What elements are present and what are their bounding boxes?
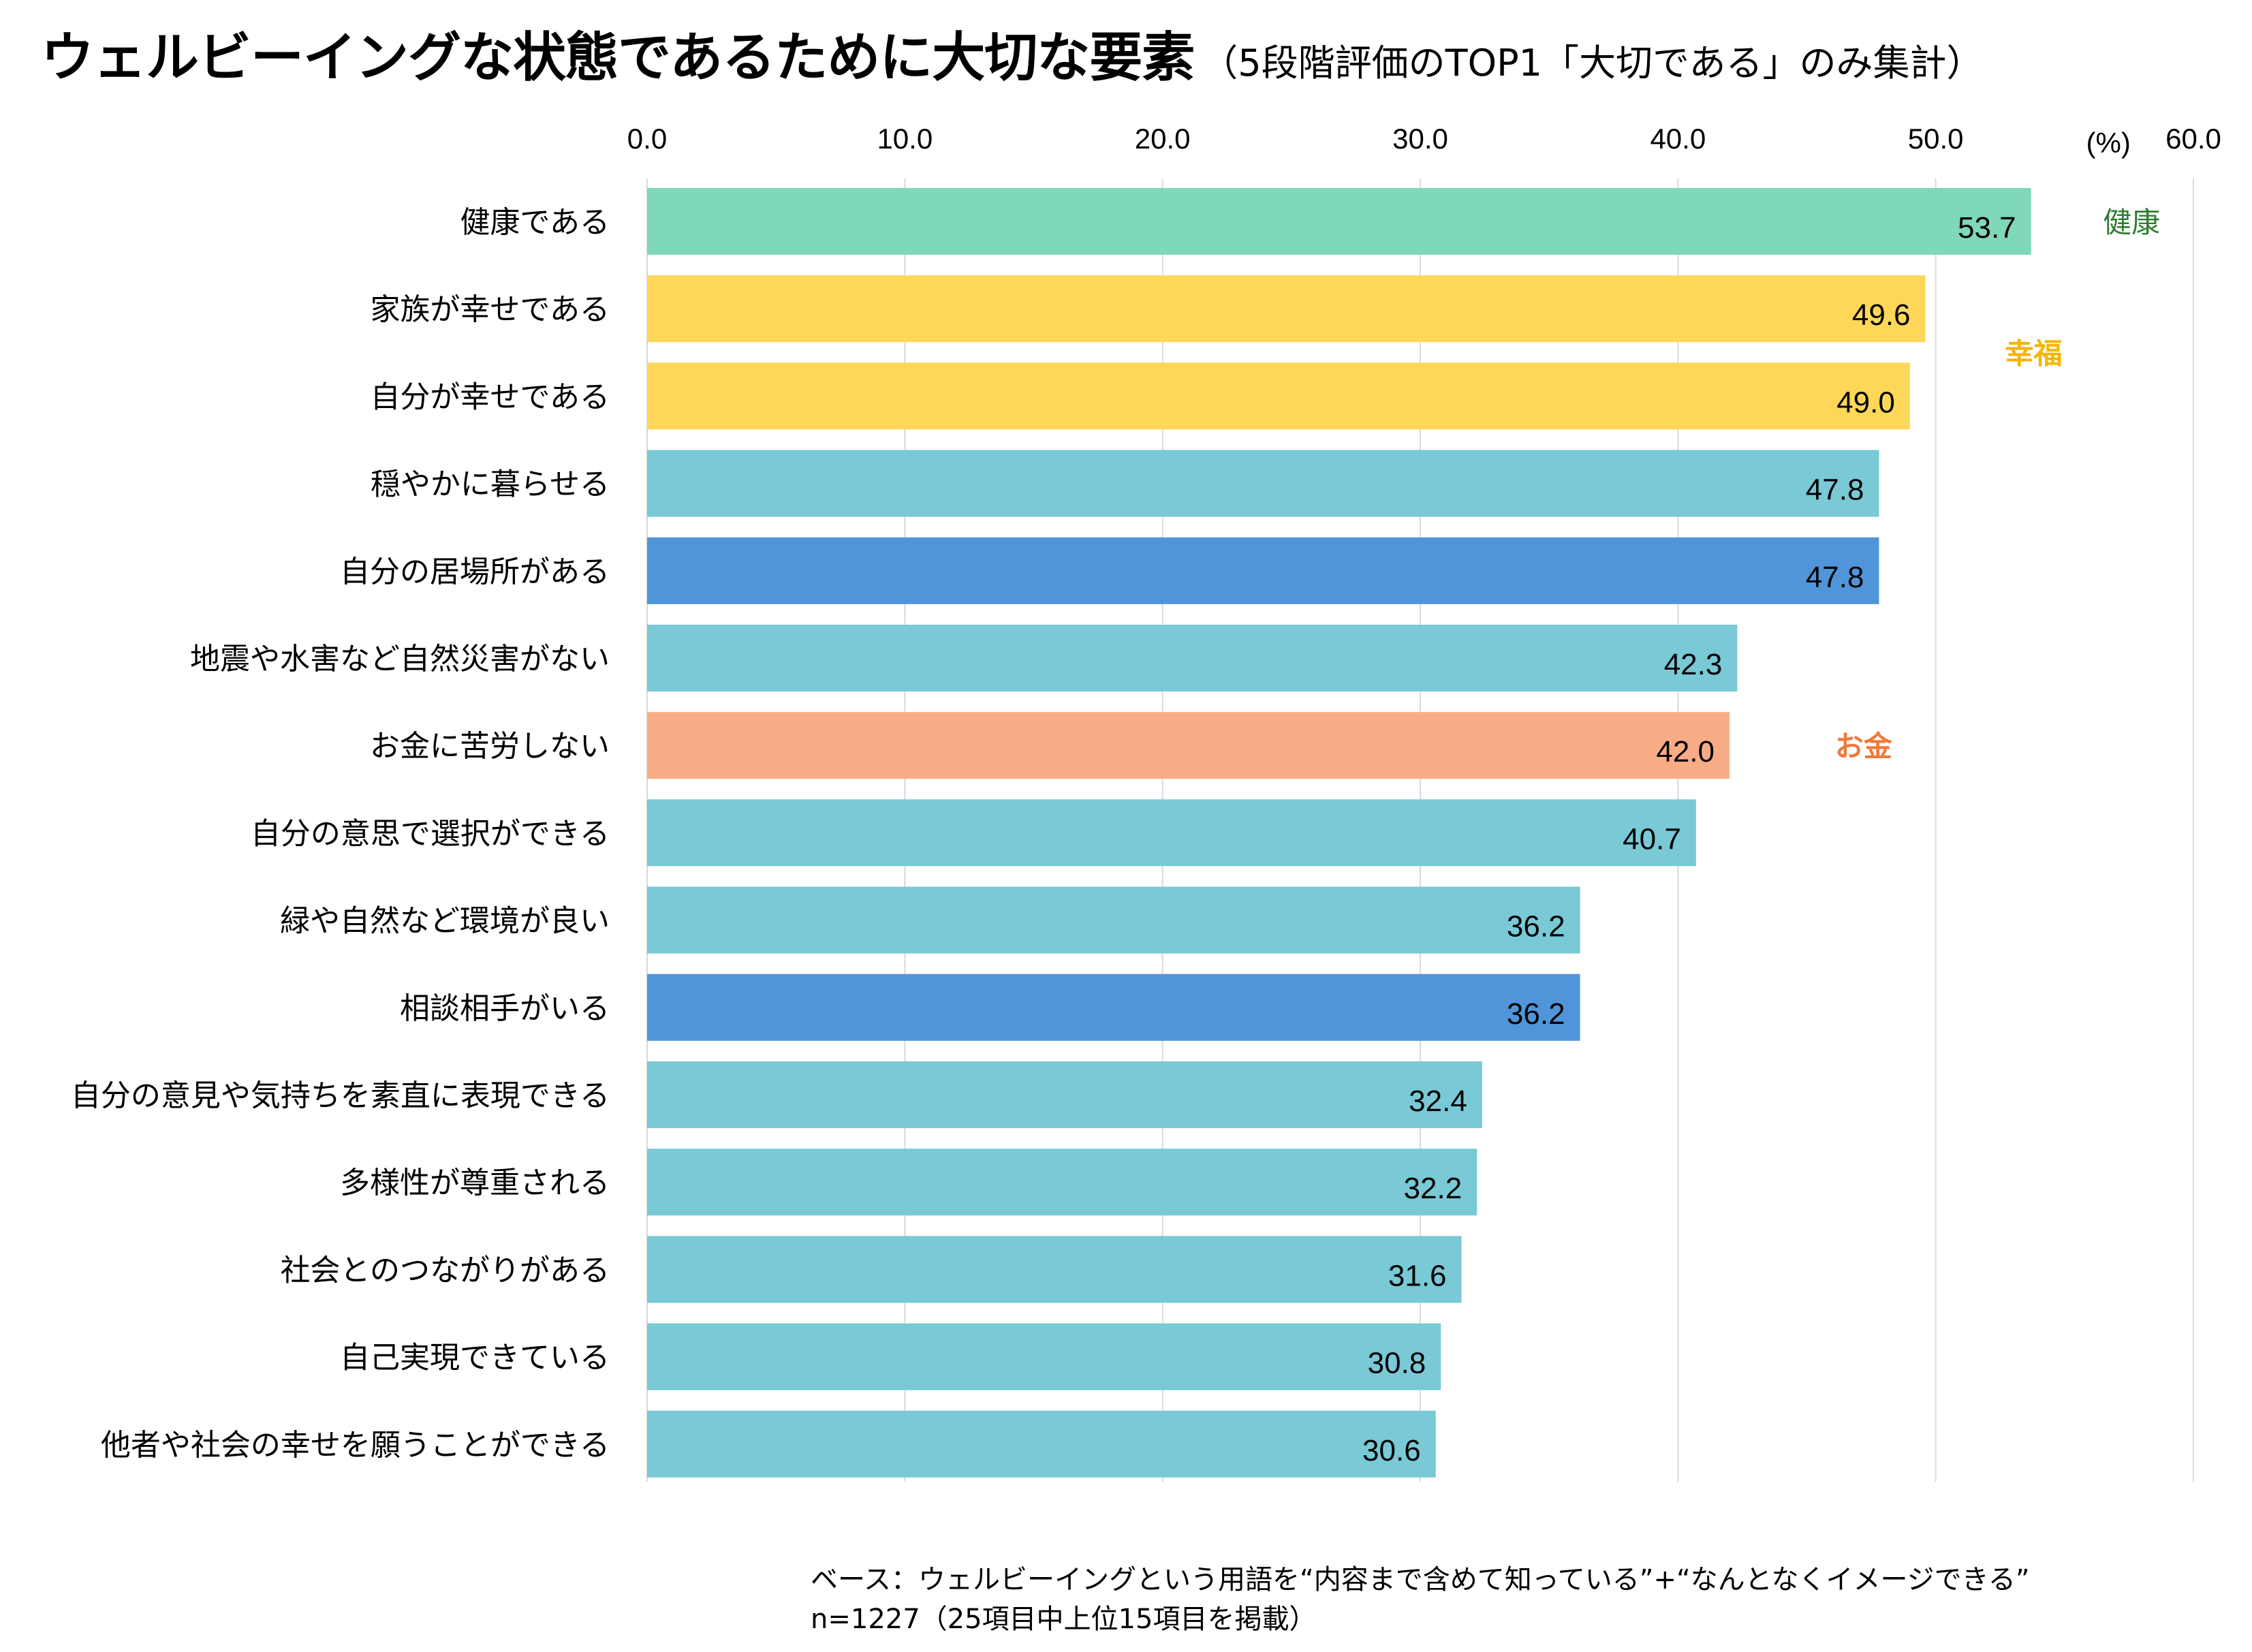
bar [647,799,1696,867]
data-label: 30.6 [1362,1434,1421,1467]
x-tick-label: 10.0 [877,123,933,155]
bar [647,1061,1482,1128]
category-label: 社会とのつながりがある [280,1253,610,1288]
category-label: 緑や自然など環境が良い [280,904,610,939]
data-label: 47.8 [1806,473,1864,507]
x-tick-label: 60.0 [2165,123,2221,155]
category-label: 自己実現できている [340,1341,610,1375]
data-label: 32.2 [1404,1172,1463,1205]
data-label: 47.8 [1806,561,1864,594]
bar [647,973,1580,1041]
bar [647,886,1580,954]
bar [647,188,2031,255]
x-tick-label: 50.0 [1908,123,1964,155]
footnote: ベース：ウェルビーイングという用語を“内容まで含めて知っている”+“なんとなくイ… [811,1560,2030,1639]
category-label: 相談相手がいる [400,991,610,1026]
category-label: 健康である [460,205,610,240]
category-label: 地震や水害など自然災害がない [190,642,610,676]
bar [647,362,1910,430]
group-annotation: お金 [1835,730,1893,763]
bar [647,1149,1477,1216]
data-label: 36.2 [1507,910,1565,944]
x-tick-label: 0.0 [627,123,667,155]
group-annotation: 幸福 [2005,337,2062,370]
footnote-base: ベース：ウェルビーイングという用語を“内容まで含めて知っている”+“なんとなくイ… [811,1564,2030,1595]
bar [647,625,1738,691]
bar [647,1236,1462,1303]
bar [647,1410,1436,1478]
category-label: 家族が幸せである [370,292,610,327]
bar [647,712,1730,779]
data-label: 31.6 [1388,1259,1447,1292]
bar [647,537,1879,604]
category-label: 多様性が尊重される [340,1166,610,1200]
category-label: 穏やかに暮らせる [371,467,610,502]
bar [647,1323,1441,1390]
bar [647,450,1879,517]
bar-chart: 0.0 10.0 20.0 30.0 40.0 50.0 60.0 (%) 健康である 53.7 家… [71,123,2221,1482]
data-label: 42.3 [1664,648,1723,681]
data-label: 40.7 [1623,822,1681,856]
chart-subtitle: （5段階評価のTOP1「大切である」のみ集計） [1201,42,1984,84]
category-label: 自分が幸せである [370,379,610,414]
category-label: 自分の意見や気持ちを素直に表現できる [71,1078,610,1113]
category-label: 自分の居場所がある [340,555,610,589]
data-label: 32.4 [1409,1085,1467,1118]
x-tick-label: 30.0 [1392,123,1448,155]
data-label: 49.0 [1836,386,1895,419]
x-tick-label: 20.0 [1135,123,1191,155]
data-label: 42.0 [1656,735,1715,768]
chart-title-block: ウェルビーイングな状態であるために大切な要素 （5段階評価のTOP1「大切である」… [41,15,1983,91]
data-label: 49.6 [1852,298,1911,332]
category-label: お金に苦労しない [370,729,610,764]
x-tick-label: 40.0 [1650,123,1706,155]
data-label: 53.7 [1958,211,2016,245]
group-annotation: 健康 [2103,206,2160,239]
category-label: 他者や社会の幸せを願うことができる [101,1428,610,1463]
bar [647,275,1926,343]
data-label: 36.2 [1507,997,1565,1031]
chart-title: ウェルビーイングな状態であるために大切な要素 [41,27,1195,89]
unit-label: (%) [2086,127,2130,159]
data-label: 30.8 [1368,1347,1426,1380]
category-label: 自分の意思で選択ができる [251,816,610,851]
footnote-sample: n=1227（25項目中上位15項目を掲載） [811,1604,1317,1635]
